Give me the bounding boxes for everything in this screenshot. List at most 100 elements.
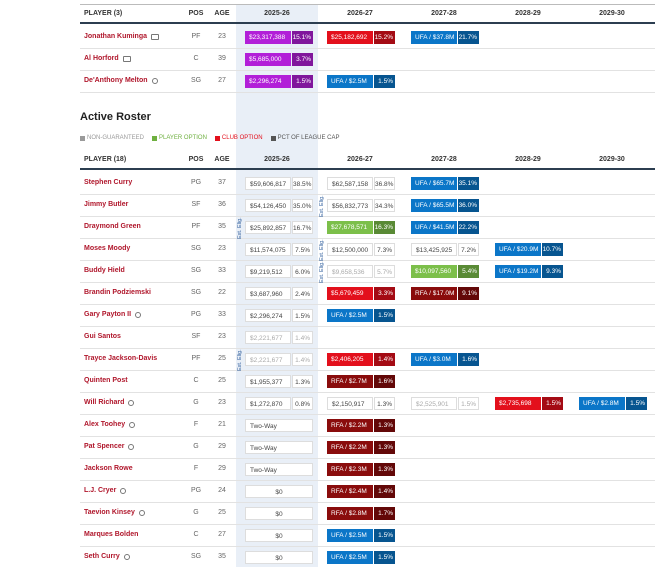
position: F [193,465,199,472]
player-icon [138,510,145,516]
legend-swatch [214,136,220,141]
row-divider [80,282,655,283]
active-roster-title: Active Roster [80,111,151,123]
salary-cell: $12,500,000 [327,242,373,256]
cap-pct: 1.5% [292,74,313,88]
age: 25 [218,509,226,516]
age: 37 [218,179,226,186]
header-cell: PLAYER (3) [84,10,123,17]
header-cell: 2027-28 [431,156,457,163]
player-icon [120,488,127,494]
salary-cell: $0 [245,550,313,564]
cap-pct: 1.4% [292,330,313,344]
player-name[interactable]: Quinten Post [84,377,128,384]
position: PF [191,33,201,40]
age: 23 [218,33,226,40]
position: PF [191,223,201,230]
row-divider [80,216,655,217]
player-name[interactable]: Jimmy Butler [84,201,129,208]
cap-pct: 1.3% [374,396,395,410]
salary-cell: $1,955,377 [245,374,291,388]
player-name[interactable]: Jackson Rowe [84,465,133,472]
salary-cell: $9,658,536 [327,264,373,278]
player-name[interactable]: Gary Payton II [84,311,132,318]
player-name[interactable]: Stephen Curry [84,179,133,186]
cap-pct: 22.2% [458,220,479,234]
cap-pct: 1.5% [374,74,395,88]
salary-cell: Two-Way [245,440,313,454]
salary-cell: $54,126,450 [245,198,291,212]
player-name[interactable]: Marques Bolden [84,531,139,538]
position: PG [190,311,202,318]
header-cell: 2028-29 [515,156,541,163]
cap-pct: 1.5% [458,396,479,410]
age: 27 [218,531,226,538]
player-name[interactable]: Buddy Hield [84,267,125,274]
current-season-column [236,4,318,567]
header-cell: PLAYER (18) [84,156,127,163]
salary-cell: $10,097,560 [411,264,457,278]
header-cell: 2029-30 [599,10,625,17]
position: SF [191,333,201,340]
row-divider [80,524,655,525]
player-name[interactable]: Taevion Kinsey [84,509,135,516]
player-name[interactable]: De'Anthony Melton [84,77,148,84]
player-icon [128,444,135,450]
player-icon [123,554,130,560]
player-name[interactable]: Trayce Jackson-Davis [84,355,158,362]
header-cell: AGE [214,10,230,17]
player-icon [129,422,136,428]
header-cell: 2029-30 [599,156,625,163]
cap-pct: 9.3% [542,264,563,278]
player-name[interactable]: Gui Santos [84,333,121,340]
age: 23 [218,333,226,340]
cap-pct: 1.5% [542,396,563,410]
age: 27 [218,77,226,84]
cap-pct: 1.5% [374,308,395,322]
row-divider [80,502,655,503]
player-name[interactable]: Seth Curry [84,553,120,560]
salary-cell: UFA / $65.7M [411,176,457,190]
cap-pct: 34.3% [374,198,395,212]
position: SG [190,245,202,252]
salary-cell: Two-Way [245,462,313,476]
header-cell: 2026-27 [347,10,373,17]
cap-pct: 1.4% [374,484,395,498]
salary-cell: Two-Way [245,418,313,432]
player-name[interactable]: Pat Spencer [84,443,125,450]
salary-cell: $5,679,459 [327,286,373,300]
salary-cell: $11,574,075 [245,242,291,256]
age: 36 [218,201,226,208]
player-name[interactable]: Alex Toohey [84,421,126,428]
salary-cell: $23,317,388 [245,30,291,44]
position: G [193,509,199,516]
header-cell: AGE [214,156,230,163]
cap-pct: 1.6% [374,374,395,388]
player-name[interactable]: Brandin Podziemski [84,289,151,296]
age: 33 [218,267,226,274]
player-name[interactable]: Draymond Green [84,223,141,230]
player-name[interactable]: L.J. Cryer [84,487,117,494]
position: C [193,55,199,62]
row-divider [80,436,655,437]
salary-cell: $2,406,205 [327,352,373,366]
age: 29 [218,465,226,472]
salary-cell: $56,832,773 [327,198,373,212]
row-divider [80,194,655,195]
cap-pct: 5.4% [458,264,479,278]
cap-pct: 35.1% [458,176,479,190]
cap-pct: 1.5% [374,528,395,542]
salary-cell: RFA / $2.8M [327,506,373,520]
player-name[interactable]: Moses Moody [84,245,131,252]
cap-pct: 16.3% [374,220,395,234]
player-name[interactable]: Jonathan Kuminga [84,33,148,40]
cap-pct: 3.7% [292,52,313,66]
salary-cell: $0 [245,484,313,498]
player-name[interactable]: Al Horford [84,55,119,62]
table-top-border [80,4,655,5]
cap-pct: 1.7% [374,506,395,520]
row-divider [80,304,655,305]
player-icon [135,312,142,318]
player-name[interactable]: Will Richard [84,399,125,406]
salary-cell: UFA / $65.5M [411,198,457,212]
